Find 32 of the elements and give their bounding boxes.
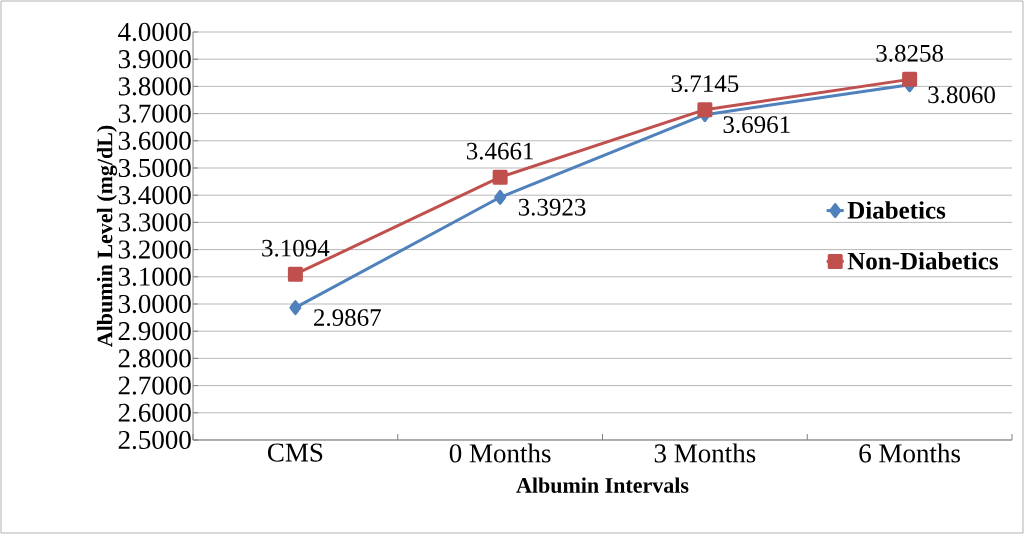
y-tick-label: 3.8000: [118, 77, 191, 96]
y-tick-label: 4.0000: [118, 22, 191, 42]
y-tick-label: 3.5000: [118, 158, 191, 178]
data-label: 3.4661: [466, 142, 533, 160]
y-tick-label: 2.9000: [118, 322, 191, 341]
y-tick-label: 3.6000: [118, 131, 191, 150]
y-axis-title: Albumin Level (mg/dL): [96, 125, 118, 347]
x-axis-title: Albumin Intervals: [516, 477, 689, 493]
legend-label: Diabetics: [847, 201, 946, 219]
y-tick-label: 3.2000: [118, 240, 191, 259]
y-tick-label: 2.8000: [118, 349, 191, 368]
data-label: 3.7145: [671, 75, 739, 93]
x-tick-label: 6 Months: [859, 443, 961, 463]
data-label: 3.6961: [723, 116, 790, 134]
y-tick-label: 2.7000: [118, 376, 191, 395]
data-label: 3.1094: [262, 239, 330, 257]
y-tick-label: 3.3000: [118, 213, 191, 232]
data-label: 3.3923: [518, 198, 586, 216]
y-tick-label: 3.1000: [118, 267, 191, 286]
data-label: 2.9867: [314, 309, 381, 327]
y-tick-label: 2.5000: [118, 430, 191, 450]
x-tick-label: 0 Months: [449, 443, 551, 463]
y-tick-label: 3.7000: [118, 104, 191, 123]
legend-label: Non-Diabetics: [847, 251, 998, 270]
y-tick-label: 3.4000: [118, 186, 191, 205]
x-tick-label: CMS: [267, 443, 323, 462]
data-label: 3.8060: [928, 86, 995, 104]
data-label: 3.8258: [876, 44, 944, 62]
x-tick-label: 3 Months: [654, 443, 756, 463]
y-tick-label: 3.0000: [118, 294, 191, 314]
y-tick-label: 2.6000: [118, 403, 191, 422]
y-tick-label: 3.9000: [118, 50, 191, 69]
